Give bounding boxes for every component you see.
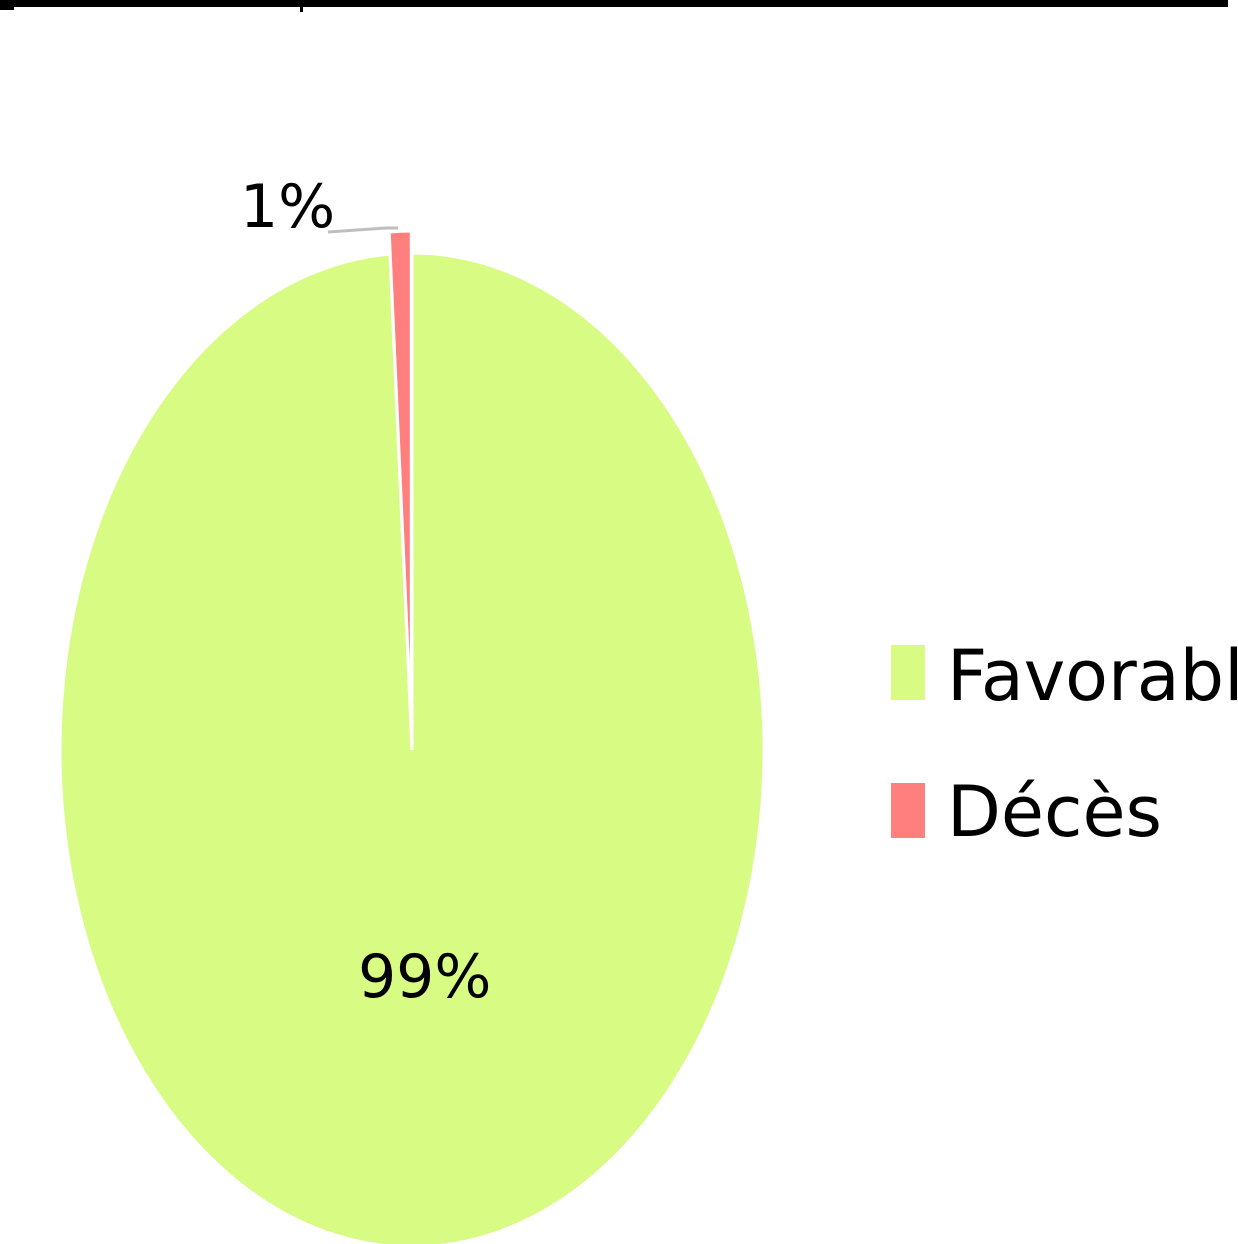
top-border-tick [300,0,303,12]
legend-label-favorable: Favorable [947,635,1238,717]
pie-slice-favorable [58,251,766,1244]
data-label-favorable: 99% [358,942,491,1012]
pie-slices [58,229,766,1244]
data-label-deces: 1% [240,172,335,242]
legend: Favorable Décès [891,635,1238,853]
top-border-mark [0,0,14,10]
legend-swatch-deces [891,783,925,838]
top-border-line [0,0,1228,7]
legend-swatch-favorable [891,645,925,700]
leader-line-deces [327,226,398,234]
pie-slice-deces [387,229,413,729]
legend-label-deces: Décès [947,771,1162,853]
